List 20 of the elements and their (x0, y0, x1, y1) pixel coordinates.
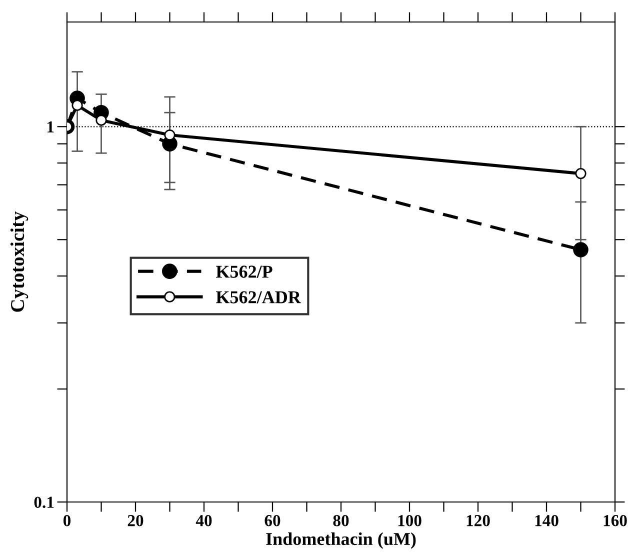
point (72, 100, 83, 111)
point (573, 242, 588, 258)
x-tick-label: 20 (128, 514, 144, 526)
y-tick-label: 1 (48, 121, 54, 132)
x-tick-label: 40 (196, 514, 212, 526)
x-tick-label: 100 (398, 514, 422, 526)
y-tick-label: 0.1 (34, 496, 54, 508)
x-axis-title: Indomethacin (uM) (266, 532, 416, 549)
y-axis-title: Cytotoxicity (10, 211, 28, 312)
x-tick-label: 0 (63, 514, 71, 526)
legend-label: K562/ADR (216, 291, 302, 304)
legend-label: K562/P (216, 266, 272, 278)
x-tick-label: 160 (604, 514, 627, 526)
x-tick-label: 60 (264, 514, 280, 526)
point (96, 114, 107, 126)
x-tick-label: 140 (535, 514, 558, 526)
point (575, 168, 586, 180)
x-tick-label: 120 (466, 514, 490, 526)
point (164, 129, 176, 141)
x-tick-label: 80 (333, 514, 349, 526)
